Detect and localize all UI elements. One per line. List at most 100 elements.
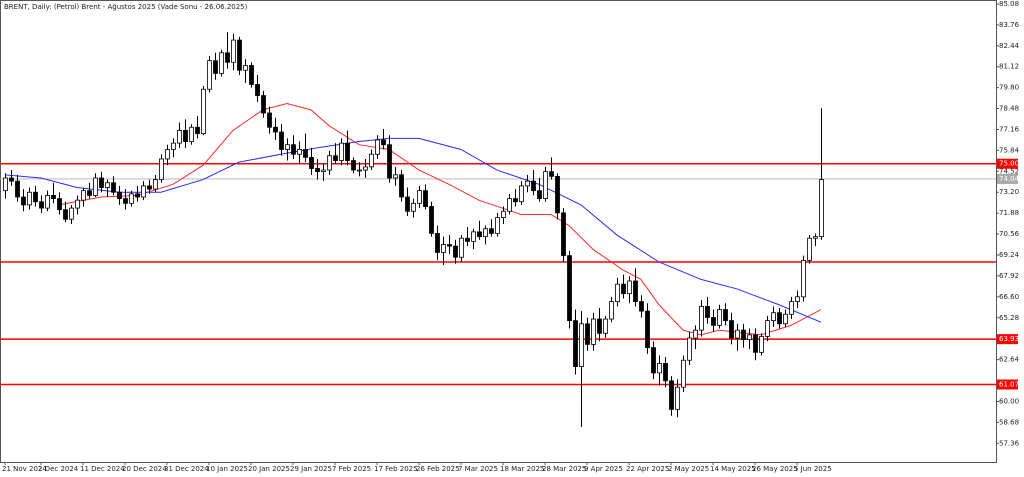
candle-body [111,182,116,193]
candle-body [501,210,506,219]
candle-body [45,195,50,209]
candle-body [699,305,704,331]
x-tick-label: 18 Mar 2025 [500,465,544,473]
candle-body [303,149,308,158]
x-tick-label: 7 Feb 2025 [332,465,371,473]
candle-body [459,237,464,258]
candle-body [279,131,284,150]
candle-body [435,233,440,253]
candle-body [777,312,782,325]
x-tick-label: 31 Dec 2024 [164,465,209,473]
candle-body [117,191,122,199]
candle-body [219,52,224,74]
candle-body [177,130,182,144]
last-price-label: 74.04 [999,175,1020,183]
candle-body [477,231,482,238]
y-tick-label: 77.16 [999,125,1020,133]
candle-body [645,310,650,348]
x-tick-label: 2 May 2025 [668,465,709,473]
candle-body [561,212,566,257]
candle-body [417,190,422,204]
candle-body [537,190,542,199]
candle-body [39,201,44,209]
candle-body [207,60,212,90]
candle-body [87,190,92,196]
last-price-box [997,173,1018,184]
candle-body [201,88,206,135]
candle-body [339,142,344,161]
candle-body [705,305,710,318]
candle-body [465,237,470,242]
candle-body [597,318,602,334]
candle-body [639,301,644,312]
candle-body [297,149,302,155]
x-tick-label: 17 Feb 2025 [374,465,418,473]
candle-body [147,185,152,190]
y-tick-label: 65.28 [999,314,1019,322]
candle-body [381,139,386,146]
candle-body [231,39,236,63]
candle-body [591,318,596,345]
candle-body [627,280,632,295]
level-label-box [997,379,1018,390]
candle-body [345,142,350,161]
candle-body [525,180,530,187]
candle-body [27,191,32,206]
candle-body [567,255,572,322]
candle-body [513,198,518,203]
candle-body [99,177,104,188]
candle-body [333,155,338,161]
candle-body [57,198,62,211]
candle-body [507,198,512,212]
candle-body [237,39,242,71]
candle-body [573,320,578,367]
y-tick-label: 75.84 [999,146,1020,154]
candle-body [747,334,752,341]
candle-body [195,126,200,135]
candle-body [615,283,620,303]
candle-body [189,126,194,142]
candle-body [411,202,416,212]
x-tick-label: 20 Jan 2025 [248,465,290,473]
x-tick-label: 29 Jan 2025 [290,465,332,473]
x-tick-label: 2 Dec 2024 [38,465,79,473]
candle-body [33,191,38,203]
candle-body [765,320,770,337]
candle-body [651,347,656,374]
candle-body [183,130,188,142]
candle-body [267,112,272,128]
candle-body [735,329,740,339]
candle-body [387,144,392,179]
candle-body [675,386,680,410]
x-tick-label: 11 Dec 2024 [80,465,125,473]
y-tick-label: 66.60 [999,293,1019,301]
candle-body [357,169,362,172]
candle-body [441,244,446,253]
candle-body [291,144,296,155]
candle-body [609,301,614,320]
candle-body [663,363,668,382]
candle-body [123,198,128,204]
y-tick-label: 62.64 [999,356,1020,364]
candle-body [213,60,218,74]
candle-body [819,179,824,238]
candle-body [423,190,428,207]
x-tick-label: 5 Jun 2025 [794,465,832,473]
candle-body [327,155,332,171]
x-tick-label: 26 May 2025 [752,465,798,473]
candle-body [393,174,398,179]
candle-body [69,207,74,220]
x-tick-label: 28 Mar 2025 [542,465,586,473]
level-label-box [997,158,1018,169]
candle-body [711,317,716,326]
candle-body [489,228,494,234]
candle-body [603,318,608,334]
candle-body [81,190,86,201]
candle-body [273,126,278,133]
y-tick-label: 73.20 [999,188,1019,196]
candle-body [129,193,134,204]
candle-body [3,177,8,192]
candle-body [159,158,164,180]
candle-body [9,177,14,182]
